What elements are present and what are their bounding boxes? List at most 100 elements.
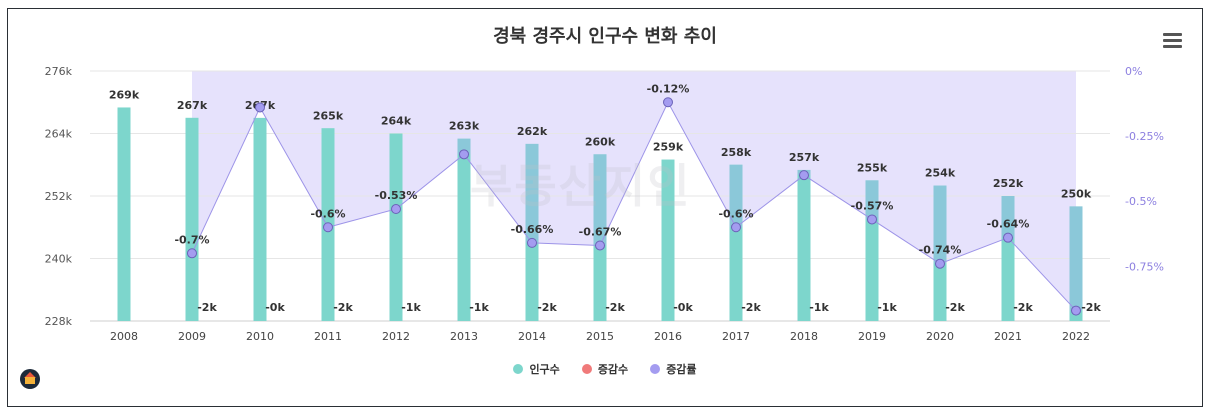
y-left-tick-label: 276k xyxy=(45,65,73,78)
x-tick-label: 2016 xyxy=(654,330,682,343)
rate-point xyxy=(459,149,469,160)
legend-dot xyxy=(650,364,661,374)
population-bar xyxy=(661,159,675,321)
rate-data-label: -0.57% xyxy=(851,199,894,212)
population-data-label: 260k xyxy=(585,135,616,148)
x-tick-label: 2017 xyxy=(722,330,750,343)
population-data-label: 254k xyxy=(925,167,956,180)
change-data-label: -2k xyxy=(197,301,217,314)
population-data-label: 255k xyxy=(857,161,888,174)
y-right-tick-label: -0.75% xyxy=(1125,260,1164,273)
rate-point xyxy=(187,248,197,259)
y-left-tick-label: 252k xyxy=(45,190,73,203)
population-data-label: 252k xyxy=(993,177,1024,190)
change-data-label: -1k xyxy=(877,301,897,314)
rate-point xyxy=(663,97,673,108)
population-bar-overlay xyxy=(1069,206,1083,311)
rate-data-label: -0.67% xyxy=(579,225,622,238)
x-tick-label: 2021 xyxy=(994,330,1022,343)
change-data-label: -2k xyxy=(605,301,625,314)
rate-data-label: -0.66% xyxy=(511,223,554,236)
chart-menu-button[interactable] xyxy=(1163,33,1182,48)
legend-dot xyxy=(513,364,524,374)
population-bar-overlay xyxy=(593,154,607,246)
population-bar xyxy=(253,117,267,321)
change-data-label: -2k xyxy=(333,301,353,314)
x-tick-label: 2019 xyxy=(858,330,886,343)
x-tick-label: 2009 xyxy=(178,330,206,343)
rate-point xyxy=(255,102,265,113)
population-data-label: 262k xyxy=(517,125,548,138)
change-data-label: -1k xyxy=(469,301,489,314)
population-data-label: 267k xyxy=(177,99,208,112)
rate-line xyxy=(191,101,1077,311)
x-tick-label: 2015 xyxy=(586,330,614,343)
population-data-label: 269k xyxy=(109,88,140,101)
population-data-label: 264k xyxy=(381,115,412,128)
x-tick-label: 2020 xyxy=(926,330,954,343)
population-data-label: 257k xyxy=(789,151,820,164)
population-bar-overlay xyxy=(865,180,879,220)
change-data-label: -0k xyxy=(265,301,285,314)
y-right-tick-label: -0.5% xyxy=(1125,195,1157,208)
change-data-label: -0k xyxy=(673,301,693,314)
rate-data-label: -0.74% xyxy=(919,244,962,257)
population-bar-overlay xyxy=(933,185,947,264)
rate-data-label: -0.12% xyxy=(647,82,690,95)
rate-point xyxy=(323,222,333,233)
population-bar-overlay xyxy=(321,128,335,228)
logo-house-icon xyxy=(25,377,35,384)
menu-bar-icon xyxy=(1163,39,1182,42)
rate-point xyxy=(1003,232,1013,243)
menu-bar-icon xyxy=(1163,45,1182,48)
legend-label: 증감률 xyxy=(666,363,697,376)
rate-point xyxy=(527,237,537,248)
population-bar-overlay xyxy=(1001,196,1015,238)
menu-bar-icon xyxy=(1163,33,1182,36)
legend-item-change[interactable]: 증감수 xyxy=(581,361,628,377)
population-bar xyxy=(117,107,131,321)
population-bar-overlay xyxy=(729,164,743,228)
population-bar-overlay xyxy=(525,143,539,243)
y-right-tick-label: -0.25% xyxy=(1125,130,1164,143)
y-left-tick-label: 228k xyxy=(45,315,73,328)
legend-label: 인구수 xyxy=(529,363,560,376)
x-tick-label: 2010 xyxy=(246,330,274,343)
x-tick-label: 2013 xyxy=(450,330,478,343)
chart-legend: 인구수 증감수 증감률 xyxy=(0,361,1210,377)
rate-point xyxy=(595,240,605,251)
change-data-label: -2k xyxy=(741,301,761,314)
rate-point xyxy=(935,258,945,269)
rate-point xyxy=(799,170,809,181)
x-tick-label: 2008 xyxy=(110,330,138,343)
rate-data-label: -0.7% xyxy=(174,233,209,246)
legend-item-rate[interactable]: 증감률 xyxy=(650,361,697,377)
y-left-tick-label: 240k xyxy=(45,253,73,266)
population-data-label: 265k xyxy=(313,109,344,122)
legend-item-population[interactable]: 인구수 xyxy=(513,361,560,377)
chart-title: 경북 경주시 인구수 변화 추이 xyxy=(493,26,717,47)
population-bar-overlay xyxy=(185,117,199,254)
change-data-label: -2k xyxy=(1081,301,1101,314)
legend-dot xyxy=(581,364,592,374)
x-tick-label: 2018 xyxy=(790,330,818,343)
rate-point xyxy=(731,222,741,233)
rate-data-label: -0.6% xyxy=(310,207,345,220)
rate-point xyxy=(867,214,877,225)
x-tick-label: 2011 xyxy=(314,330,342,343)
population-data-label: 250k xyxy=(1061,187,1092,200)
change-data-label: -2k xyxy=(537,301,557,314)
change-data-label: -1k xyxy=(809,301,829,314)
x-tick-label: 2012 xyxy=(382,330,410,343)
population-bar xyxy=(797,169,811,321)
rate-data-label: -0.53% xyxy=(375,189,418,202)
x-tick-label: 2014 xyxy=(518,330,546,343)
change-data-label: -2k xyxy=(945,301,965,314)
change-data-label: -2k xyxy=(1013,301,1033,314)
population-bar xyxy=(457,138,471,321)
brand-logo-icon[interactable] xyxy=(20,369,40,389)
rate-data-label: -0.6% xyxy=(718,207,753,220)
watermark-text: 부동산지인 xyxy=(470,159,692,213)
population-data-label: 259k xyxy=(653,141,684,154)
